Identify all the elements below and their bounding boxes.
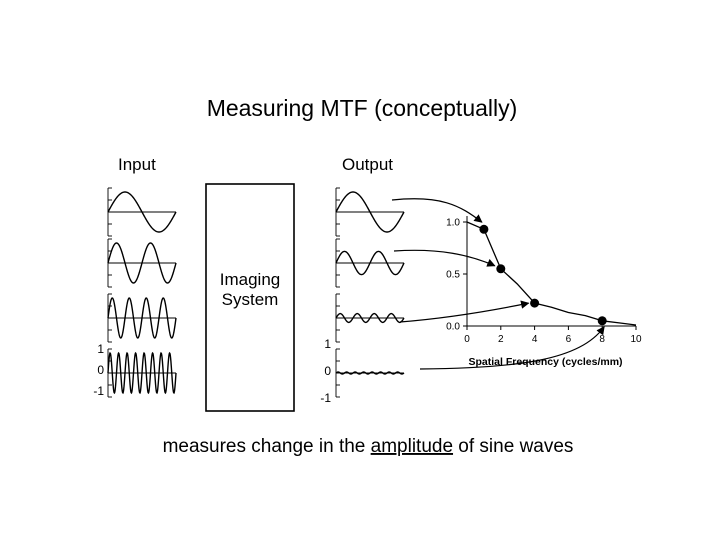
input-tick-minus-1: -1	[93, 384, 104, 398]
output-label: Output	[342, 155, 393, 174]
mtf-x-tick-label: 4	[532, 334, 538, 345]
mtf-x-tick-label: 0	[464, 334, 470, 345]
output-tick-minus-1: -1	[320, 391, 331, 405]
mtf-arrow-2	[393, 249, 496, 267]
mtf-x-tick-label: 8	[599, 334, 605, 345]
caption-before: measures change in the	[163, 436, 371, 457]
input-wave-1	[107, 191, 177, 233]
mtf-y-tick-label: 0.0	[446, 322, 460, 333]
mtf-x-tick-label: 6	[566, 334, 572, 345]
output-wave-4	[335, 371, 405, 375]
output-wave-1	[335, 191, 405, 233]
mtf-y-tick-label: 0.5	[446, 270, 460, 281]
mtf-point-4	[597, 316, 607, 326]
mtf-arrow-3	[399, 300, 530, 323]
input-tick-0: 0	[97, 363, 104, 377]
input-waves	[107, 187, 177, 398]
mtf-x-tick-label: 2	[498, 334, 504, 345]
system-label-line-2: System	[222, 290, 279, 309]
mtf-arrow-1	[391, 198, 483, 223]
mtf-x-tick-label: 10	[630, 334, 642, 345]
output-waves	[335, 187, 405, 398]
input-wave-4	[107, 351, 177, 395]
output-tick-1: 1	[324, 337, 331, 351]
mtf-point-3	[530, 298, 540, 308]
system-label-line-1: Imaging	[220, 270, 280, 289]
mtf-curve	[466, 221, 637, 326]
mtf-point-1	[479, 224, 489, 234]
input-label: Input	[118, 155, 156, 174]
mtf-arrows	[391, 198, 605, 370]
diagram-title: Measuring MTF (conceptually)	[207, 95, 518, 121]
caption: measures change in the amplitude of sine…	[163, 436, 574, 457]
output-wave-2	[335, 250, 405, 276]
mtf-y-tick-label: 1.0	[446, 218, 460, 229]
input-tick-1: 1	[97, 342, 104, 356]
mtf-arrow-4	[419, 326, 605, 370]
caption-underlined: amplitude	[371, 436, 453, 457]
imaging-system-box	[205, 183, 295, 412]
input-wave-3	[107, 297, 177, 339]
caption-after: of sine waves	[453, 436, 573, 457]
mtf-point-2	[496, 264, 506, 274]
output-wave-3	[335, 312, 405, 324]
input-wave-2	[107, 242, 177, 284]
output-tick-0: 0	[324, 364, 331, 378]
